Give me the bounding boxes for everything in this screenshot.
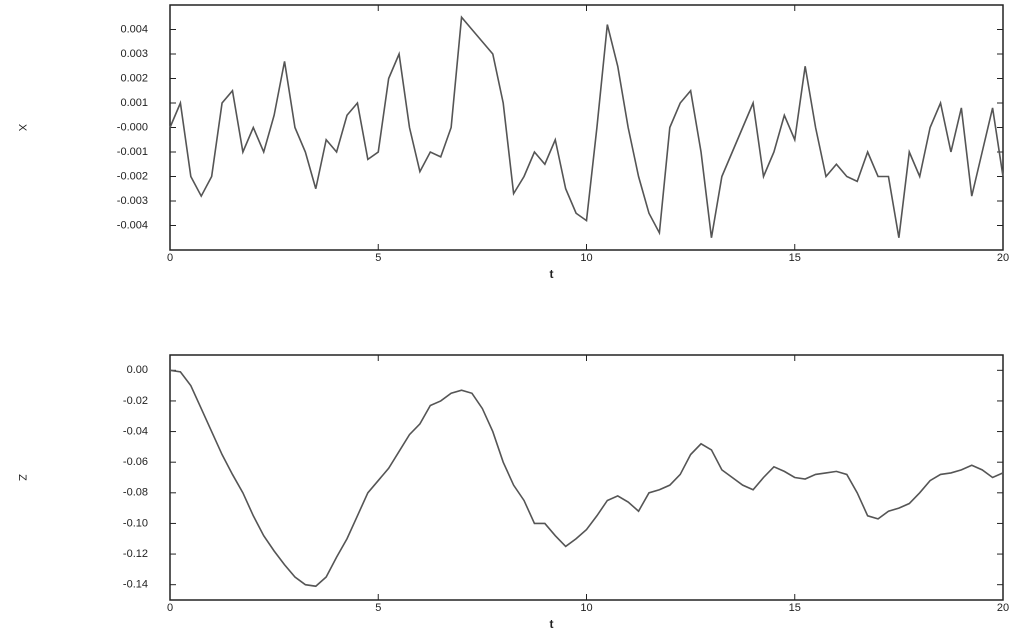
y-tick-label: 0.004 bbox=[120, 23, 148, 35]
y-tick-label: -0.10 bbox=[123, 517, 148, 529]
y-tick-label: 0.001 bbox=[120, 97, 148, 109]
x-tick-label: 5 bbox=[375, 252, 381, 264]
x-tick-label: 0 bbox=[167, 252, 173, 264]
y-tick-label: -0.04 bbox=[123, 425, 148, 437]
x-tick-label: 10 bbox=[580, 602, 592, 614]
y-tick-label: -0.000 bbox=[117, 121, 148, 133]
x-axis-label: t bbox=[550, 267, 554, 281]
x-axis-label: t bbox=[550, 617, 554, 631]
x-tick-label: 10 bbox=[580, 252, 592, 264]
y-axis-label: Z bbox=[16, 474, 28, 481]
x-tick-label: 20 bbox=[997, 252, 1009, 264]
y-tick-label: -0.004 bbox=[117, 219, 148, 231]
y-tick-label: -0.001 bbox=[117, 146, 148, 158]
y-tick-label: 0.002 bbox=[120, 72, 148, 84]
x-tick-label: 15 bbox=[789, 602, 801, 614]
y-tick-label: -0.06 bbox=[123, 456, 148, 468]
y-tick-label: 0.00 bbox=[127, 364, 148, 376]
plot-frame bbox=[169, 354, 1004, 601]
x-tick-label: 5 bbox=[375, 602, 381, 614]
y-tick-label: -0.12 bbox=[123, 548, 148, 560]
x-tick-label: 15 bbox=[789, 252, 801, 264]
x-tick-label: 0 bbox=[167, 602, 173, 614]
x-tick-label: 20 bbox=[997, 602, 1009, 614]
y-tick-label: -0.08 bbox=[123, 487, 148, 499]
y-tick-label: -0.002 bbox=[117, 170, 148, 182]
y-axis-label: X bbox=[16, 124, 28, 132]
y-tick-label: -0.003 bbox=[117, 195, 148, 207]
data-line bbox=[169, 369, 1004, 588]
y-tick-label: -0.02 bbox=[123, 395, 148, 407]
data-line bbox=[169, 15, 1004, 238]
y-tick-label: -0.14 bbox=[123, 579, 148, 591]
y-tick-label: 0.003 bbox=[120, 48, 148, 60]
